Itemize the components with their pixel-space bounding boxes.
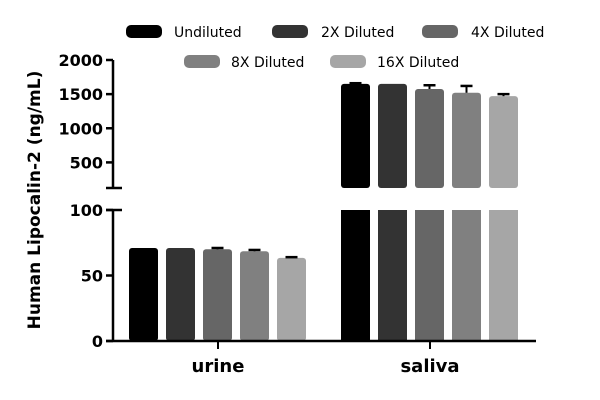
y-tick-label: 2000 xyxy=(58,51,103,70)
legend-swatch xyxy=(272,25,308,38)
bar-saliva-upper xyxy=(452,92,481,188)
y-tick-label: 50 xyxy=(81,267,103,286)
y-axis xyxy=(106,60,122,342)
y-tick-label: 1000 xyxy=(58,119,103,138)
x-category-label-saliva: saliva xyxy=(400,356,459,377)
legend-label: 16X Diluted xyxy=(377,55,459,71)
legend-label: 8X Diluted xyxy=(231,55,304,71)
bar-urine xyxy=(166,247,195,341)
bar-saliva-lower xyxy=(415,210,444,341)
bars xyxy=(129,81,518,341)
bar-saliva-lower xyxy=(489,210,518,341)
bar-saliva-lower xyxy=(452,210,481,341)
legend-swatch xyxy=(330,55,366,68)
legend-item-2x-diluted: 2X Diluted xyxy=(272,25,394,41)
bar-saliva-lower xyxy=(378,210,407,341)
bar-saliva-upper xyxy=(341,83,370,188)
y-tick-label: 100 xyxy=(70,201,103,220)
bar-saliva-upper xyxy=(378,83,407,188)
bar-saliva-upper xyxy=(415,89,444,188)
legend-label: 2X Diluted xyxy=(321,25,394,41)
legend-swatch xyxy=(422,25,458,38)
legend-label: 4X Diluted xyxy=(471,25,544,41)
y-axis-ticks: 0 50 100 500 1000 1500 2000 xyxy=(58,51,113,351)
bar-urine xyxy=(240,251,269,341)
bar-urine xyxy=(277,257,306,341)
bar-urine xyxy=(129,247,158,341)
bar-saliva-lower xyxy=(341,210,370,341)
legend-item-undiluted: Undiluted xyxy=(126,25,242,41)
x-category-label-urine: urine xyxy=(192,356,245,377)
legend-swatch xyxy=(126,25,162,38)
y-tick-label: 0 xyxy=(92,332,103,351)
bar-saliva-upper xyxy=(489,96,518,188)
legend-item-4x-diluted: 4X Diluted xyxy=(422,25,544,41)
legend-item-8x-diluted: 8X Diluted xyxy=(184,55,304,71)
legend-item-16x-diluted: 16X Diluted xyxy=(330,55,459,71)
legend-swatch xyxy=(184,55,220,68)
legend-label: Undiluted xyxy=(174,25,242,41)
y-axis-label: Human Lipocalin-2 (ng/mL) xyxy=(25,71,45,330)
legend: Undiluted 2X Diluted 4X Diluted 8X Dilut… xyxy=(126,25,544,71)
y-tick-label: 1500 xyxy=(58,85,103,104)
bar-urine xyxy=(203,249,232,341)
y-tick-label: 500 xyxy=(70,153,103,172)
